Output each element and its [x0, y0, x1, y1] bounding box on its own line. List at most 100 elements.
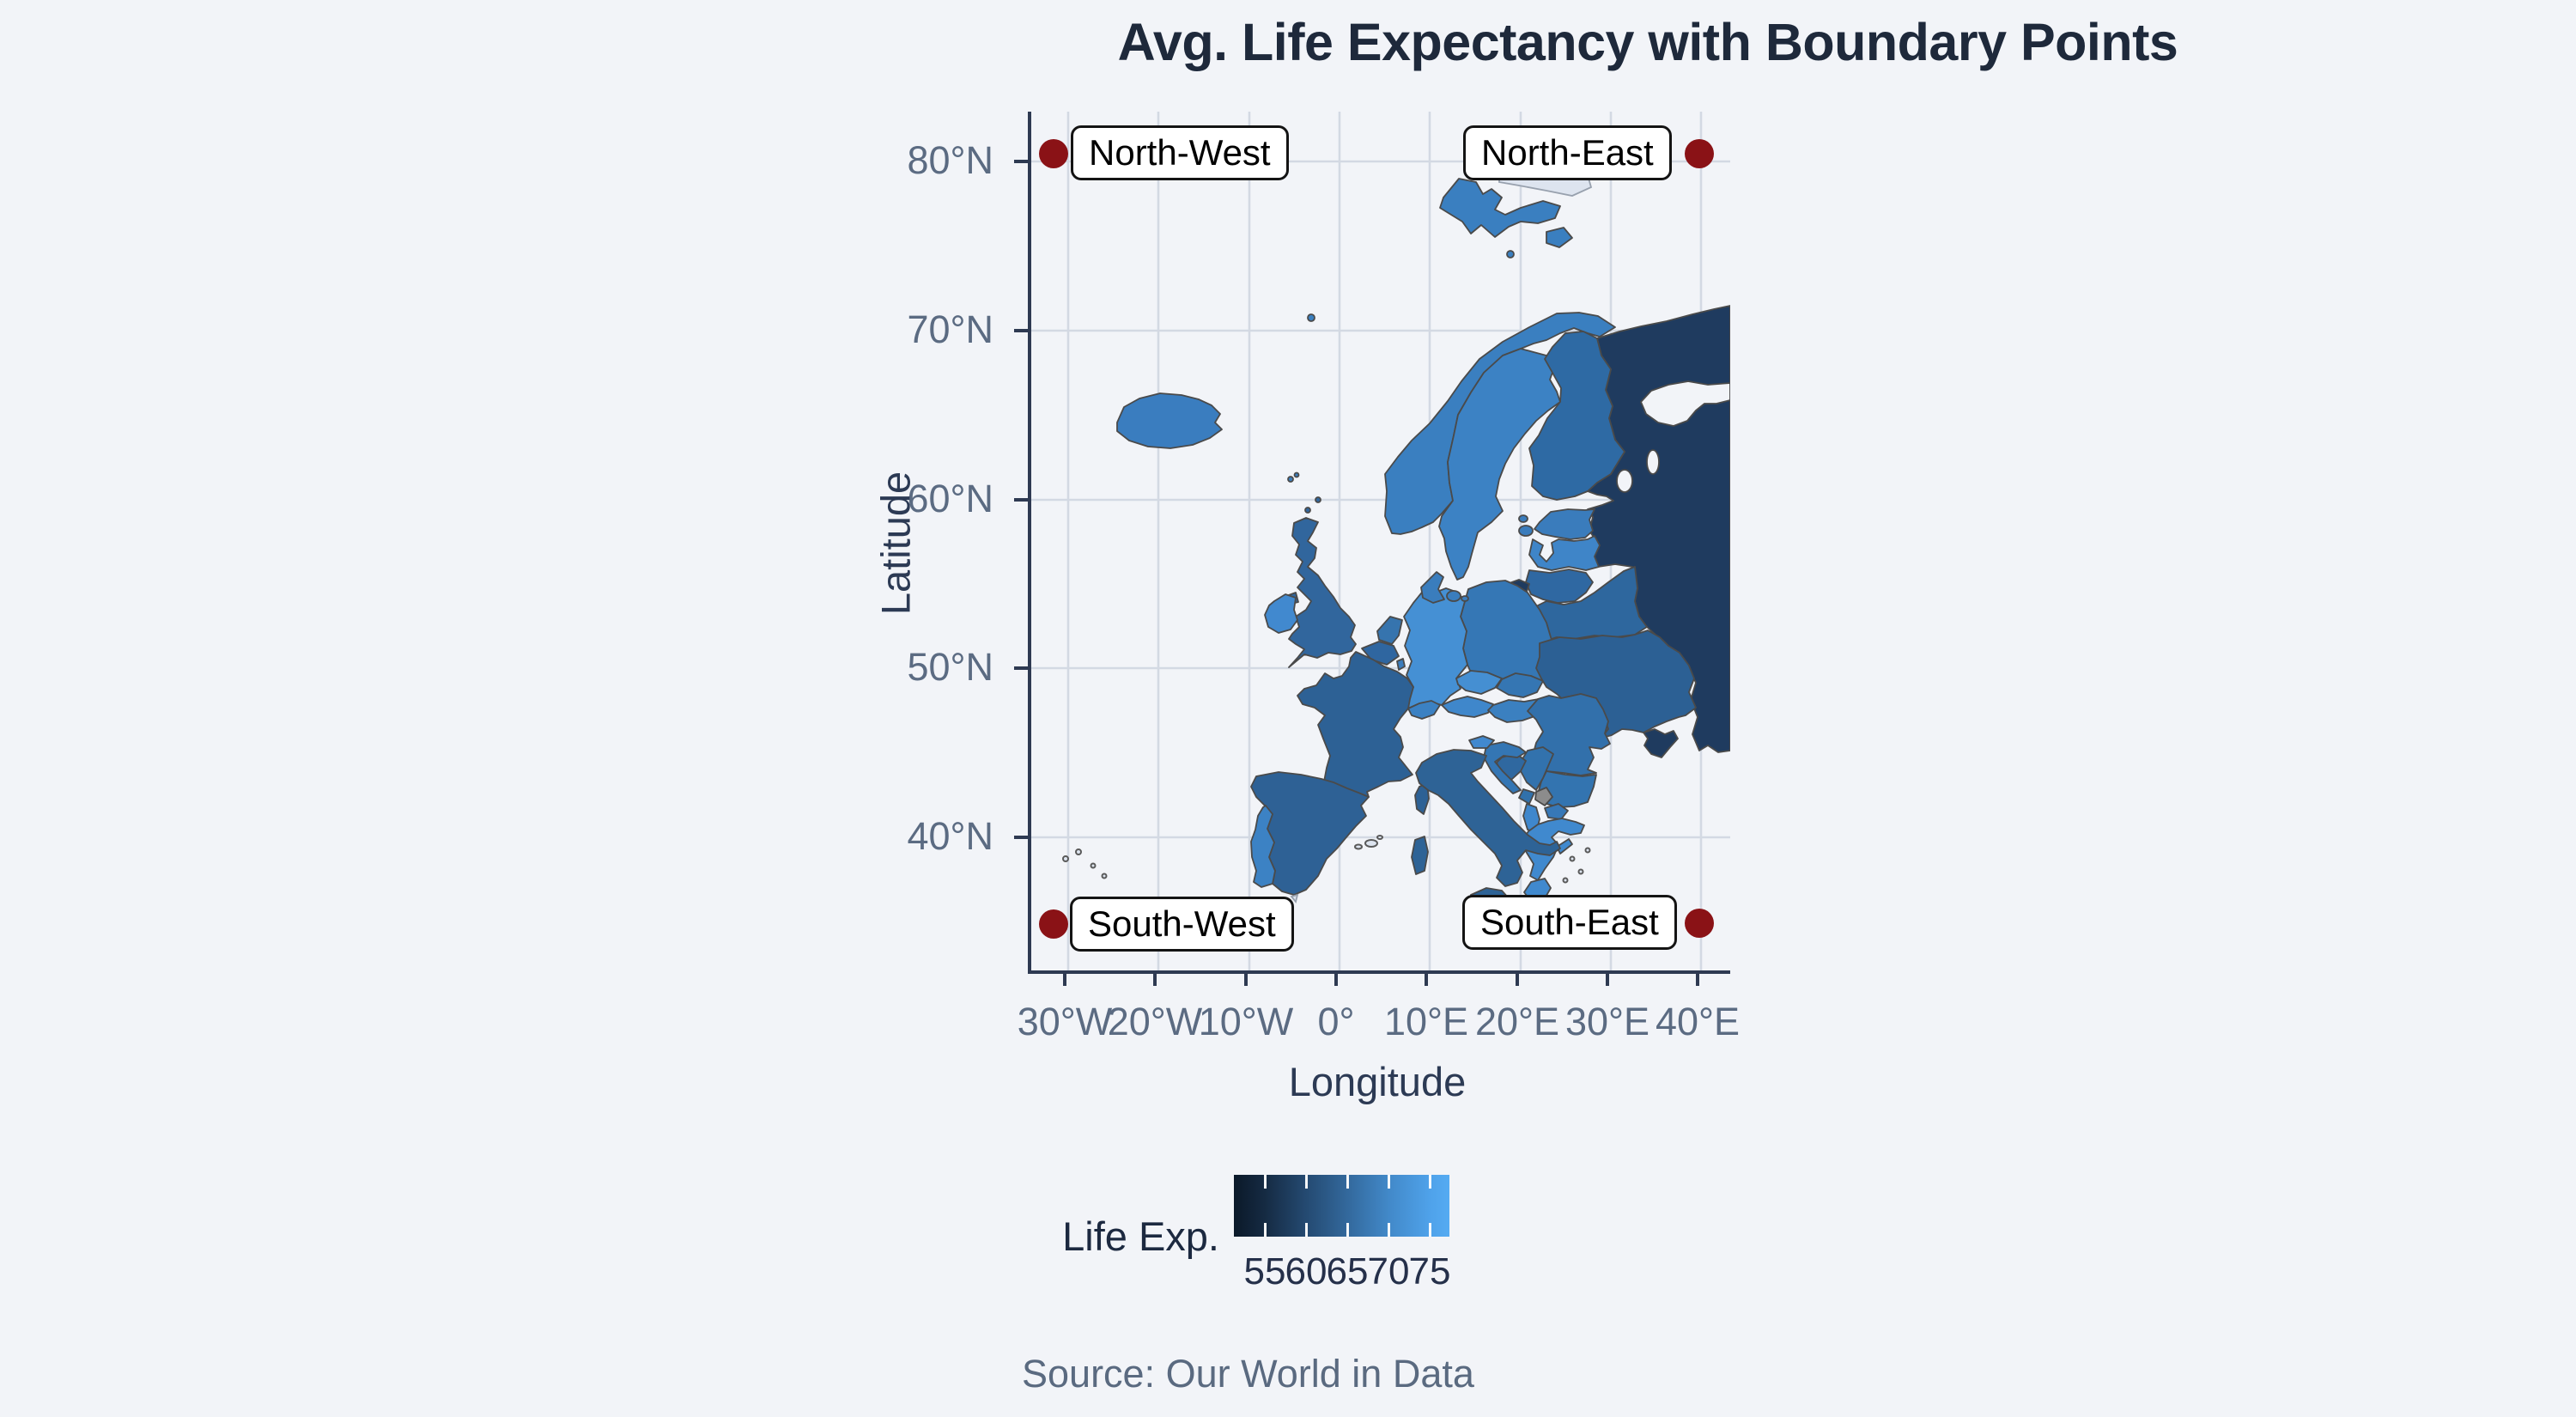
menorca [1376, 835, 1383, 840]
country-slovenia [1468, 735, 1495, 749]
lake-onega [1646, 449, 1660, 475]
source-caption: Source: Our World in Data [1022, 1352, 1474, 1396]
mallorca [1364, 839, 1378, 848]
legend-tick-label: 70 [1367, 1250, 1410, 1292]
faroe-1 [1287, 476, 1294, 483]
lake-ladoga [1616, 469, 1633, 493]
svalbard-main [1439, 178, 1561, 238]
x-tick-label: 40°E [1655, 1000, 1741, 1043]
country-latvia [1528, 535, 1601, 571]
saaremaa [1518, 525, 1534, 537]
country-sweden [1438, 348, 1561, 581]
white-sea [1640, 380, 1730, 427]
ibiza [1354, 843, 1363, 850]
x-tick-mark [1606, 972, 1609, 986]
country-germany [1403, 587, 1468, 709]
azores-4 [1101, 873, 1108, 879]
x-tick-label: 10°E [1383, 1000, 1469, 1043]
country-luxembourg [1396, 658, 1406, 671]
colorbar-tick-mark [1304, 1223, 1308, 1237]
aegean-island-4 [1584, 847, 1591, 854]
y-tick-mark [1014, 329, 1028, 332]
legend-tick-label: 55 [1243, 1250, 1286, 1292]
crimea [1643, 728, 1679, 758]
country-ireland [1264, 593, 1298, 634]
country-uk [1288, 517, 1357, 668]
country-finland [1528, 331, 1625, 501]
svalbard-edgeoya [1546, 227, 1573, 248]
legend-colorbar [1234, 1175, 1449, 1237]
country-north-macedonia [1544, 803, 1569, 820]
country-denmark [1420, 571, 1445, 604]
y-tick-mark [1014, 160, 1028, 163]
boundary-label-south-east: South-East [1462, 895, 1677, 951]
boundary-point [1685, 139, 1714, 168]
x-tick-label: 0° [1317, 1000, 1355, 1043]
legend-tick-label: 60 [1285, 1250, 1327, 1292]
x-tick-label: 20°E [1474, 1000, 1560, 1043]
y-tick-label: 70°N [907, 307, 993, 351]
boundary-point [1039, 909, 1068, 939]
denmark-zealand [1446, 590, 1461, 602]
y-tick-label: 50°N [907, 645, 993, 689]
x-tick-label: 20°W [1107, 1000, 1203, 1043]
colorbar-tick-mark [1263, 1175, 1267, 1189]
x-tick-label: 10°W [1198, 1000, 1294, 1043]
faroe-2 [1293, 471, 1300, 478]
colorbar-tick-mark [1428, 1223, 1431, 1237]
azores-3 [1090, 862, 1097, 869]
orkney [1304, 507, 1311, 514]
countries [1062, 164, 1730, 932]
country-switzerland [1407, 700, 1441, 720]
x-tick-label: 30°E [1564, 1000, 1650, 1043]
hiiumaa [1518, 514, 1528, 523]
bear-island [1506, 250, 1515, 258]
boundary-point [1685, 909, 1714, 938]
x-axis-title: Longitude [1288, 1059, 1467, 1104]
colorbar-tick-mark [1304, 1175, 1308, 1189]
x-tick-mark [1425, 972, 1428, 986]
colorbar-tick-mark [1346, 1175, 1349, 1189]
y-tick-label: 80°N [907, 138, 993, 182]
y-axis-title: Latitude [872, 471, 919, 616]
legend-tick-label: 65 [1326, 1250, 1369, 1292]
colorbar-tick-mark [1263, 1223, 1267, 1237]
x-tick-mark [1153, 972, 1157, 986]
gibraltar-nodata [1290, 893, 1299, 903]
aegean-island-3 [1562, 877, 1569, 884]
x-tick-mark [1244, 972, 1248, 986]
y-tick-label: 40°N [907, 814, 993, 858]
country-lithuania [1525, 569, 1594, 604]
y-tick-mark [1014, 498, 1028, 502]
colorbar-tick-mark [1387, 1175, 1390, 1189]
x-tick-mark [1063, 972, 1066, 986]
map-panel [1028, 112, 1730, 974]
euboea [1556, 838, 1573, 854]
country-italy [1415, 749, 1561, 887]
legend-tick-label: 75 [1408, 1250, 1451, 1292]
aegean-island-1 [1569, 855, 1576, 862]
aegean-island-2 [1577, 868, 1584, 875]
colorbar-tick-mark [1387, 1223, 1390, 1237]
country-iceland [1116, 392, 1223, 449]
country-slovakia [1496, 672, 1544, 698]
boundary-label-south-west: South-West [1070, 897, 1294, 952]
country-czechia [1455, 670, 1503, 695]
azores-2 [1075, 848, 1082, 855]
azores-1 [1062, 855, 1069, 862]
country-austria [1441, 696, 1494, 718]
country-croatia [1483, 741, 1527, 794]
jan-mayen [1307, 313, 1315, 322]
y-tick-label: 60°N [907, 477, 993, 520]
country-france [1297, 651, 1414, 798]
europe-map [1031, 112, 1730, 970]
country-kosovo [1534, 787, 1553, 806]
colorbar-tick-mark [1428, 1175, 1431, 1189]
chart-title: Avg. Life Expectancy with Boundary Point… [1117, 13, 2178, 71]
shetland [1315, 496, 1321, 503]
colorbar-tick-mark [1346, 1223, 1349, 1237]
denmark-bornholm [1461, 595, 1469, 602]
boundary-label-north-east: North-East [1463, 125, 1672, 181]
x-tick-mark [1516, 972, 1519, 986]
boundary-point [1039, 139, 1068, 168]
